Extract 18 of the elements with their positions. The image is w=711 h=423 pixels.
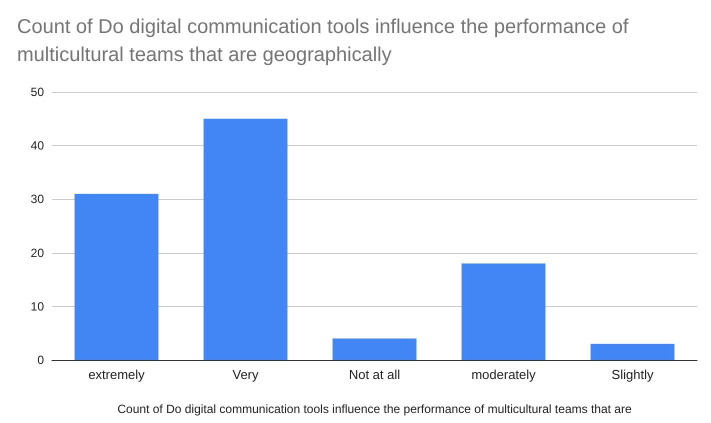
y-tick-label: 50 [30,85,44,99]
x-tick-label: moderately [471,367,536,382]
x-tick-label: extremely [88,367,146,382]
y-tick-label: 40 [30,138,44,153]
y-tick-label: 0 [37,353,44,367]
bar [74,194,158,360]
x-axis-title: Count of Do digital communication tools influence the performance of multicultural teams that are [117,402,632,416]
bar [590,344,674,360]
y-tick-label: 20 [30,246,44,260]
x-tick-label: Not at all [348,367,400,382]
x-tick-label: Slightly [612,367,654,382]
y-tick-label: 30 [30,192,44,206]
chart-title: Count of Do digital communication tools influence the performance of multicultural teams that are geographically [17,16,634,66]
bar [332,338,416,360]
y-tick-label: 10 [30,299,44,314]
bar [204,118,288,360]
x-tick-label: Very [232,367,260,382]
bar [462,264,546,360]
